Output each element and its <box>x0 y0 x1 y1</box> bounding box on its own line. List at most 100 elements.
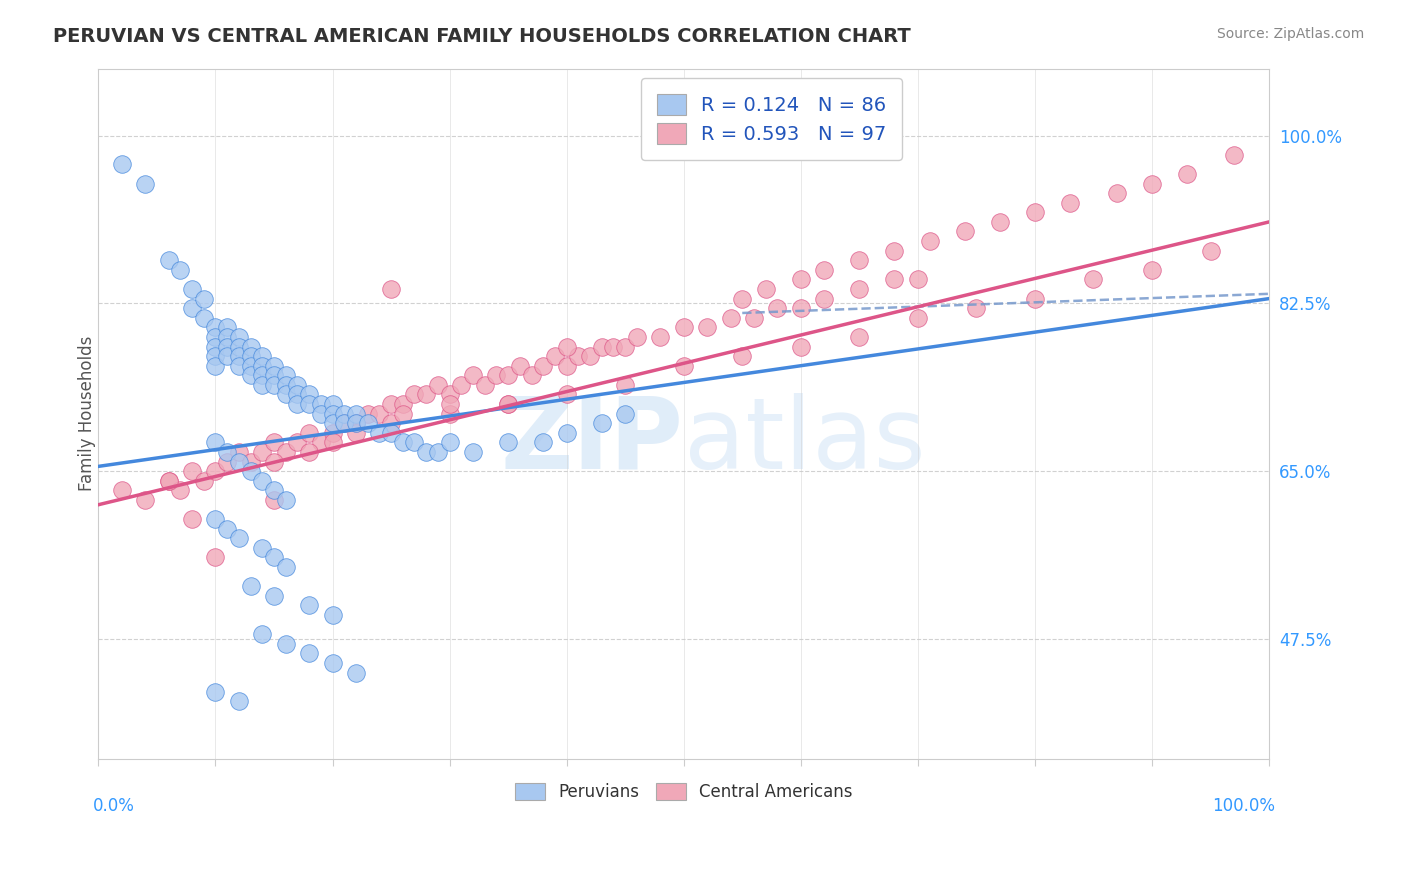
Point <box>321 656 343 670</box>
Point <box>520 368 543 383</box>
Point <box>239 359 262 373</box>
Point <box>193 292 215 306</box>
Point <box>263 359 285 373</box>
Point <box>790 340 813 354</box>
Point <box>181 301 204 316</box>
Point <box>111 157 134 171</box>
Point <box>555 425 578 440</box>
Point <box>848 253 870 268</box>
Point <box>204 320 226 334</box>
Point <box>252 474 274 488</box>
Point <box>263 589 285 603</box>
Point <box>614 407 637 421</box>
Point <box>415 445 437 459</box>
Point <box>321 407 343 421</box>
Point <box>426 445 449 459</box>
Point <box>531 359 554 373</box>
Point <box>321 425 343 440</box>
Point <box>544 349 567 363</box>
Point <box>252 377 274 392</box>
Point <box>309 397 332 411</box>
Point <box>1223 148 1246 162</box>
Point <box>298 397 321 411</box>
Point <box>1083 272 1105 286</box>
Point <box>217 445 239 459</box>
Point <box>496 435 519 450</box>
Point <box>193 474 215 488</box>
Point <box>461 445 484 459</box>
Point <box>965 301 987 316</box>
Point <box>263 492 285 507</box>
Point <box>1059 195 1081 210</box>
Point <box>181 512 204 526</box>
Point <box>380 397 402 411</box>
Text: PERUVIAN VS CENTRAL AMERICAN FAMILY HOUSEHOLDS CORRELATION CHART: PERUVIAN VS CENTRAL AMERICAN FAMILY HOUS… <box>53 27 911 45</box>
Point <box>496 397 519 411</box>
Point <box>157 253 180 268</box>
Point <box>848 330 870 344</box>
Point <box>918 234 941 248</box>
Point <box>485 368 508 383</box>
Point <box>274 368 297 383</box>
Point <box>263 483 285 498</box>
Text: 0.0%: 0.0% <box>93 797 135 814</box>
Point <box>391 397 413 411</box>
Point <box>650 330 672 344</box>
Point <box>169 483 191 498</box>
Point <box>579 349 602 363</box>
Point <box>439 387 461 401</box>
Point <box>626 330 648 344</box>
Point <box>287 397 309 411</box>
Point <box>298 599 321 613</box>
Point <box>193 310 215 325</box>
Point <box>1140 263 1163 277</box>
Point <box>450 377 472 392</box>
Point <box>217 349 239 363</box>
Point <box>228 330 250 344</box>
Point <box>344 416 367 430</box>
Point <box>274 377 297 392</box>
Point <box>134 177 156 191</box>
Text: Source: ZipAtlas.com: Source: ZipAtlas.com <box>1216 27 1364 41</box>
Text: atlas: atlas <box>683 392 925 490</box>
Point <box>298 425 321 440</box>
Point <box>555 387 578 401</box>
Point <box>181 282 204 296</box>
Point <box>555 340 578 354</box>
Point <box>496 397 519 411</box>
Point <box>204 349 226 363</box>
Point <box>439 435 461 450</box>
Point <box>344 425 367 440</box>
Point <box>263 377 285 392</box>
Point <box>228 694 250 708</box>
Point <box>415 387 437 401</box>
Point <box>217 340 239 354</box>
Point <box>181 464 204 478</box>
Point <box>239 454 262 468</box>
Point <box>274 637 297 651</box>
Point <box>368 407 391 421</box>
Point <box>252 368 274 383</box>
Y-axis label: Family Households: Family Households <box>79 336 96 491</box>
Point <box>298 646 321 660</box>
Point <box>344 416 367 430</box>
Point <box>263 454 285 468</box>
Point <box>380 416 402 430</box>
Point <box>907 272 929 286</box>
Point <box>496 368 519 383</box>
Point <box>755 282 778 296</box>
Point <box>790 272 813 286</box>
Point <box>1140 177 1163 191</box>
Point <box>333 416 356 430</box>
Point <box>252 541 274 555</box>
Point <box>848 282 870 296</box>
Point <box>204 330 226 344</box>
Point <box>252 627 274 641</box>
Point <box>380 282 402 296</box>
Point <box>274 387 297 401</box>
Point <box>1024 205 1046 219</box>
Point <box>204 340 226 354</box>
Point <box>883 272 905 286</box>
Point <box>344 665 367 680</box>
Point <box>790 301 813 316</box>
